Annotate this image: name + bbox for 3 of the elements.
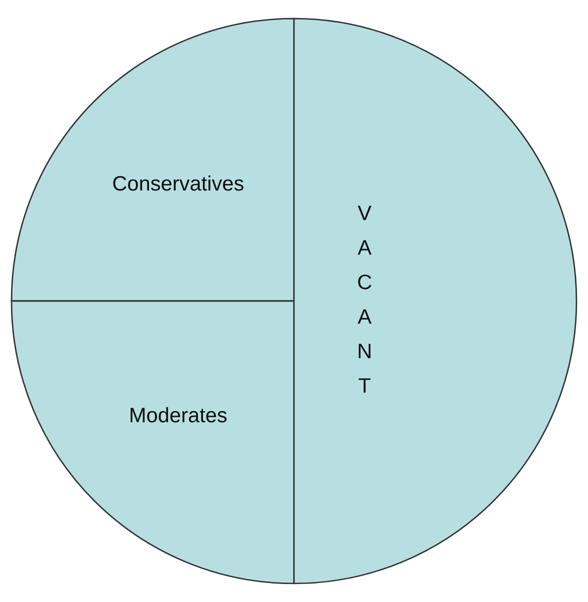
slice-label: Moderates <box>130 407 227 422</box>
slice-label: VACANT <box>358 206 372 393</box>
slice-label: Conservatives <box>113 175 244 191</box>
